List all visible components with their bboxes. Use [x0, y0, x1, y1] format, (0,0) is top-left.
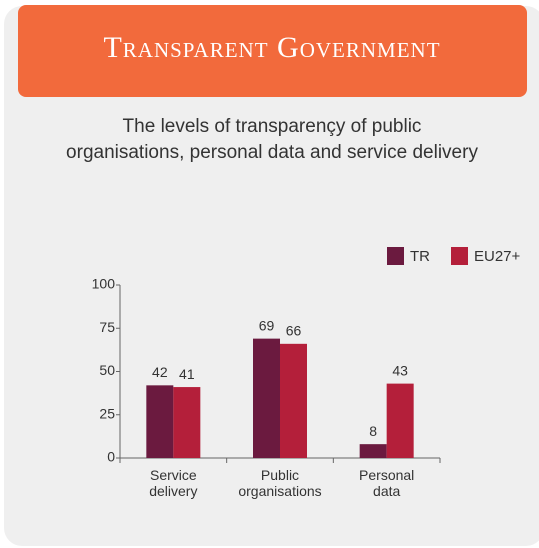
bar: [280, 343, 307, 458]
value-label: 42: [152, 364, 168, 380]
subtitle: The levels of transparençy of public: [123, 116, 422, 137]
subtitle: organisations, personal data and service…: [66, 142, 478, 163]
x-tick-label: Service delivery: [149, 467, 197, 499]
bar: [173, 387, 201, 458]
bar: [146, 385, 174, 458]
value-label: 69: [259, 317, 275, 333]
legend-label: TR: [410, 248, 430, 265]
y-tick-label: 0: [107, 449, 115, 465]
bar: [359, 444, 387, 458]
y-tick-label: 50: [99, 362, 115, 378]
legend-label: EU27+: [474, 248, 521, 265]
x-tick-label: Personal data: [359, 467, 414, 499]
value-label: 8: [369, 423, 377, 439]
x-tick-label: Public organisations: [238, 467, 321, 499]
y-tick-label: 75: [99, 319, 115, 335]
value-label: 41: [179, 366, 195, 382]
y-tick-label: 25: [99, 405, 115, 421]
legend-swatch: [387, 247, 404, 265]
value-label: 43: [392, 362, 408, 378]
chart-title: Transparent Government: [103, 31, 440, 64]
y-tick-label: 100: [92, 276, 116, 292]
bar: [253, 338, 280, 458]
bar: [386, 383, 414, 458]
value-label: 66: [286, 323, 302, 339]
legend-swatch: [451, 247, 468, 265]
header-band: [18, 5, 527, 97]
